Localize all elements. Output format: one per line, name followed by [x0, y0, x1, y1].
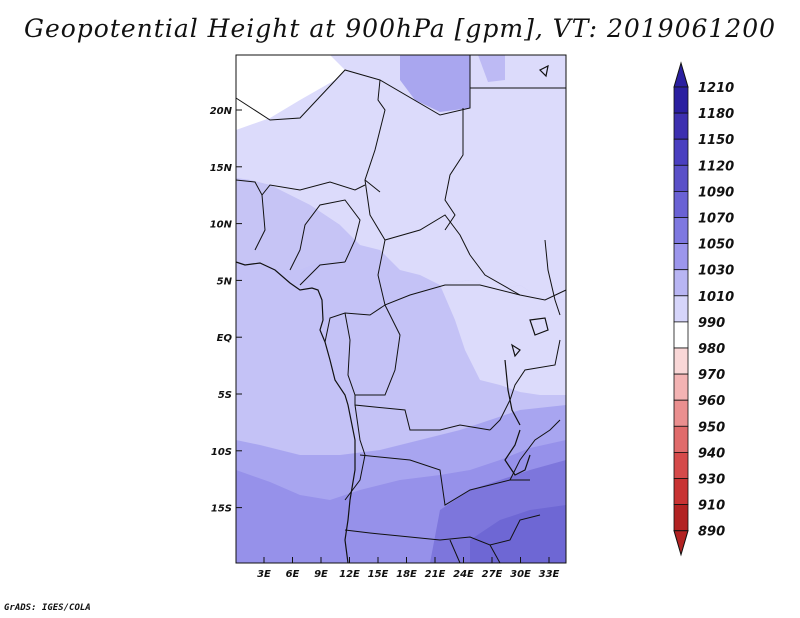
colorbar-level-label: 980: [698, 342, 725, 357]
lon-tick-label: 27E: [482, 569, 503, 580]
colorbar-level-label: 960: [698, 394, 725, 409]
colorbar-swatch: [673, 504, 689, 532]
colorbar-swatch: [673, 217, 689, 245]
colorbar-level-label: 1210: [698, 81, 734, 96]
field-fill: [236, 55, 566, 563]
lon-tick-label: 12E: [339, 569, 360, 580]
lon-tick-label: 6E: [286, 569, 300, 580]
footer-credit: GrADS: IGES/COLA: [4, 603, 91, 613]
colorbar-level-label: 1070: [698, 212, 734, 227]
colorbar-level-label: 1090: [698, 185, 734, 200]
colorbar-swatch: [673, 112, 689, 140]
lat-tick-label: 5N: [217, 276, 233, 287]
colorbar-swatch: [673, 347, 689, 375]
colorbar-level-label: 1050: [698, 238, 734, 253]
colorbar-level-label: 970: [698, 368, 725, 383]
colorbar-level-label: 1120: [698, 159, 734, 174]
colorbar-level-label: 1150: [698, 133, 734, 148]
lon-tick-label: 18E: [396, 569, 417, 580]
colorbar-level-label: 950: [698, 420, 725, 435]
lon-tick-label: 24E: [453, 569, 474, 580]
colorbar: 1210 1180 1150 1120 1090 1070 1050 1030 1010 990 9…: [673, 61, 734, 557]
colorbar-level-label: 1010: [698, 290, 734, 305]
colorbar-top-arrow: [673, 61, 689, 88]
colorbar-swatch: [673, 399, 689, 427]
colorbar-bottom-arrow: [673, 530, 689, 557]
longitude-axis: 3E 6E 9E 12E 15E 18E 21E 24E 27E 30E 33E: [257, 557, 560, 580]
colorbar-swatch: [673, 425, 689, 453]
colorbar-swatch: [673, 243, 689, 271]
colorbar-level-label: 930: [698, 473, 725, 488]
colorbar-level-label: 890: [698, 525, 725, 540]
chart-title: Geopotential Height at 900hPa [gpm], VT:…: [23, 14, 777, 43]
colorbar-swatch: [673, 164, 689, 192]
colorbar-swatch: [673, 451, 689, 479]
lon-tick-label: 9E: [314, 569, 328, 580]
lon-tick-label: 30E: [510, 569, 531, 580]
colorbar-level-label: 910: [698, 499, 725, 514]
lat-tick-label: 15S: [211, 504, 232, 515]
colorbar-level-label: 1030: [698, 264, 734, 279]
lat-tick-label: 20N: [210, 106, 233, 117]
colorbar-swatch: [673, 321, 689, 349]
lat-tick-label: 15N: [210, 163, 233, 174]
coastlines: [235, 64, 549, 564]
colorbar-swatch: [673, 373, 689, 401]
lon-tick-label: 33E: [539, 569, 560, 580]
map-frame: [235, 54, 567, 564]
colorbar-level-label: 990: [698, 316, 725, 331]
colorbar-swatch: [673, 138, 689, 166]
colorbar-swatch: [673, 478, 689, 506]
colorbar-swatch: [673, 295, 689, 323]
lon-tick-label: 3E: [257, 569, 271, 580]
country-borders: [235, 55, 567, 564]
colorbar-swatch: [673, 86, 689, 114]
colorbar-level-label: 1180: [698, 107, 734, 122]
latitude-axis: 20N 15N 10N 5N EQ 5S 10S 15S: [210, 106, 242, 515]
lat-tick-label: 10N: [210, 220, 233, 231]
lon-tick-label: 21E: [425, 569, 446, 580]
lat-tick-label: 10S: [211, 447, 232, 458]
lat-tick-label: 5S: [218, 390, 232, 401]
lat-tick-label: EQ: [217, 333, 233, 344]
colorbar-swatch: [673, 269, 689, 297]
lon-tick-label: 15E: [368, 569, 389, 580]
colorbar-level-label: 940: [698, 446, 725, 461]
colorbar-swatch: [673, 190, 689, 218]
